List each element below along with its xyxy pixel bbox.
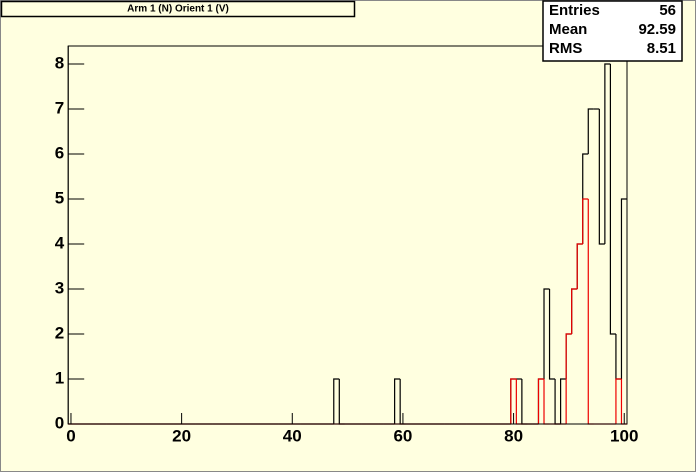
histogram-step bbox=[609, 64, 616, 335]
stats-label: RMS bbox=[549, 40, 582, 57]
y-tick-label: 7 bbox=[55, 98, 64, 117]
chart-title: Arm 1 (N) Orient 1 (V) bbox=[127, 4, 229, 15]
histogram-step bbox=[587, 108, 594, 154]
stats-value: 8.51 bbox=[647, 40, 676, 57]
x-tick-label: 60 bbox=[393, 426, 412, 445]
histogram-step bbox=[582, 198, 589, 244]
y-tick-label: 5 bbox=[55, 188, 64, 207]
histogram-step bbox=[598, 109, 605, 245]
y-tick-label: 2 bbox=[55, 323, 64, 342]
y-tick-label: 6 bbox=[55, 143, 64, 162]
stats-label: Entries bbox=[549, 2, 600, 19]
histogram-step bbox=[543, 288, 550, 379]
histogram-step bbox=[510, 378, 517, 424]
histogram-step bbox=[548, 289, 556, 380]
histogram-step bbox=[560, 378, 567, 424]
x-tick-label: 40 bbox=[283, 426, 302, 445]
histogram-step bbox=[333, 378, 340, 424]
histogram-step bbox=[571, 288, 578, 334]
stats-value: 56 bbox=[659, 2, 676, 19]
histogram-step bbox=[620, 198, 627, 379]
histogram-step bbox=[615, 378, 622, 424]
stats-label: Mean bbox=[549, 21, 587, 38]
stats-value: 92.59 bbox=[638, 21, 676, 38]
x-tick-label: 100 bbox=[610, 426, 638, 445]
y-tick-label: 1 bbox=[55, 368, 64, 387]
histogram-step bbox=[394, 378, 401, 424]
title-box bbox=[0, 0, 356, 18]
y-tick-label: 0 bbox=[55, 413, 64, 432]
y-tick-label: 3 bbox=[55, 278, 64, 297]
histogram-step bbox=[604, 63, 611, 244]
x-tick-label: 0 bbox=[66, 426, 75, 445]
histogram-step bbox=[576, 243, 583, 289]
stats-box bbox=[542, 0, 683, 62]
histogram-step bbox=[565, 333, 572, 424]
x-tick-label: 80 bbox=[504, 426, 523, 445]
y-tick-label: 8 bbox=[55, 53, 64, 72]
histogram-step bbox=[537, 378, 545, 424]
plot-frame bbox=[67, 45, 628, 425]
x-tick-label: 20 bbox=[172, 426, 191, 445]
y-tick-label: 4 bbox=[55, 233, 65, 252]
